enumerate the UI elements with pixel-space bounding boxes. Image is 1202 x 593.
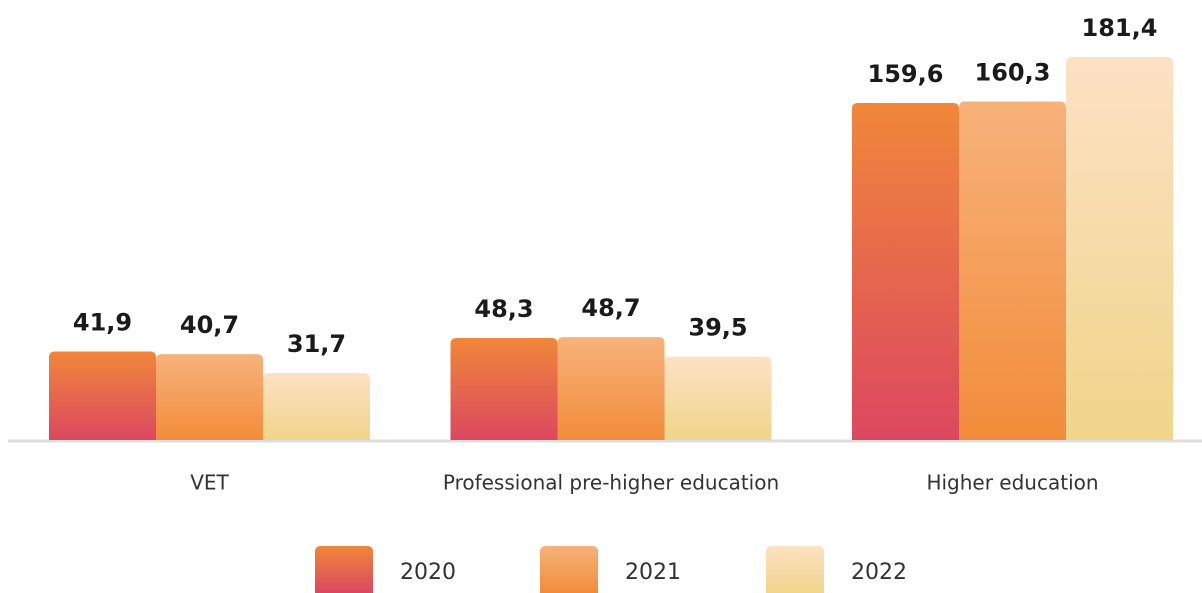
bar xyxy=(557,337,665,440)
value-label: 31,7 xyxy=(287,330,346,358)
legend-label: 2020 xyxy=(400,560,456,585)
value-label: 48,3 xyxy=(474,295,533,323)
value-label: 181,4 xyxy=(1082,14,1158,42)
bar xyxy=(263,373,370,440)
bar xyxy=(1066,57,1173,440)
bar xyxy=(156,354,263,440)
x-tick-label: VET xyxy=(190,471,229,495)
value-label: 48,7 xyxy=(581,294,640,322)
bar xyxy=(664,356,772,440)
legend-swatch xyxy=(540,546,598,593)
legend-swatch xyxy=(315,546,373,593)
value-label: 41,9 xyxy=(73,309,132,337)
x-tick-label: Higher education xyxy=(926,471,1098,495)
value-label: 159,6 xyxy=(868,60,944,88)
legend-label: 2021 xyxy=(625,560,681,585)
value-label: 40,7 xyxy=(180,311,239,339)
bar xyxy=(959,101,1066,440)
bar xyxy=(49,351,156,440)
bar xyxy=(450,338,558,440)
legend-label: 2022 xyxy=(851,560,907,585)
legend-swatch xyxy=(766,546,824,593)
value-label: 160,3 xyxy=(975,59,1051,87)
value-label: 39,5 xyxy=(688,314,747,342)
bar xyxy=(852,103,959,441)
x-tick-label: Professional pre-higher education xyxy=(443,471,779,495)
